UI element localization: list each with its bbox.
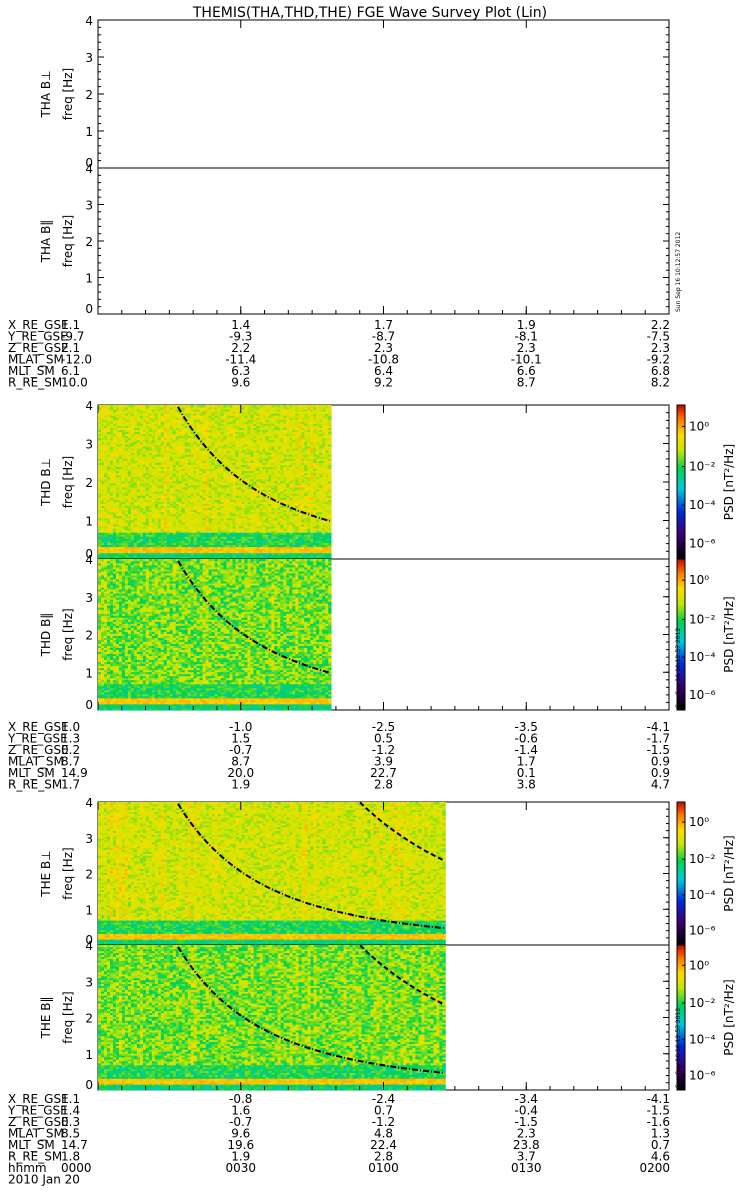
psd-cell (122, 405, 125, 407)
psd-cell (98, 405, 101, 407)
psd-cell (221, 405, 224, 407)
y-tick-label: 4 (85, 399, 93, 413)
panel-frame (98, 20, 669, 168)
psd-cell (203, 405, 206, 407)
y-tick-label: 1 (85, 125, 93, 139)
psd-cell (271, 405, 274, 407)
psd-cell (236, 405, 239, 407)
psd-cell (265, 405, 268, 407)
psd-cell (128, 405, 131, 407)
psd-cell (137, 405, 140, 407)
psd-cell (158, 405, 161, 407)
y-tick-label: 2 (85, 235, 93, 249)
psd-cell (280, 405, 283, 407)
panel-label: THA B‖ (39, 220, 53, 264)
psd-cell (140, 405, 143, 407)
y-tick-label: 2 (85, 476, 93, 490)
y-tick-label: 3 (85, 199, 93, 213)
y-tick-label: 2 (85, 88, 93, 102)
psd-cell (167, 405, 170, 407)
psd-cell (262, 405, 265, 407)
psd-cell (113, 405, 116, 407)
y-axis-label: freq [Hz] (61, 456, 75, 508)
psd-cell (131, 405, 134, 407)
psd-cell (200, 405, 203, 407)
y-tick-label: 3 (85, 51, 93, 65)
psd-cell (227, 405, 230, 407)
psd-cell (170, 405, 173, 407)
psd-cell (191, 405, 194, 407)
psd-cell (212, 405, 215, 407)
psd-cell (215, 405, 218, 407)
psd-cell (194, 405, 197, 407)
psd-cell (283, 405, 286, 407)
y-axis-label: freq [Hz] (61, 215, 75, 267)
psd-cell (286, 405, 289, 407)
psd-cell (259, 405, 262, 407)
psd-cell (277, 405, 280, 407)
psd-cell (101, 405, 104, 407)
psd-cell (104, 405, 107, 407)
psd-cell (188, 405, 191, 407)
psd-cell (241, 405, 244, 407)
psd-cell (116, 405, 119, 407)
psd-cell (247, 405, 250, 407)
psd-cell (206, 405, 209, 407)
psd-cell (134, 405, 137, 407)
psd-cell (125, 405, 128, 407)
psd-cell (209, 405, 212, 407)
panel-2: 0 1 2 3 4 THA B‖ freq [Hz] (39, 162, 669, 316)
psd-cell (268, 405, 271, 407)
psd-cell (230, 405, 233, 407)
psd-cell (244, 405, 247, 407)
spectrogram-thd-2 (98, 405, 332, 559)
psd-cell (110, 405, 113, 407)
psd-cell (250, 405, 253, 407)
y-tick-label: 0 (85, 302, 93, 316)
psd-cell (164, 405, 167, 407)
psd-cell (161, 405, 164, 407)
psd-cell (233, 405, 236, 407)
psd-cell (238, 405, 241, 407)
psd-cell (173, 405, 176, 407)
panel-label: THD B⊥ (39, 458, 53, 507)
y-axis-label: freq [Hz] (61, 68, 75, 120)
psd-cell (152, 405, 155, 407)
y-tick-label: 4 (85, 162, 93, 176)
psd-cell (155, 405, 158, 407)
y-tick-label: 1 (85, 272, 93, 286)
psd-cell (185, 405, 188, 407)
figure-title: THEMIS(THA,THD,THE) FGE Wave Survey Plot… (192, 5, 547, 21)
psd-cell (253, 405, 256, 407)
psd-cell (143, 405, 146, 407)
panel-frame (98, 168, 669, 314)
y-tick-label: 4 (85, 14, 93, 28)
psd-cell (224, 405, 227, 407)
psd-cell (107, 405, 110, 407)
psd-cell (197, 405, 200, 407)
psd-cell (256, 405, 259, 407)
psd-cell (119, 405, 122, 407)
y-tick-label: 1 (85, 515, 93, 529)
psd-cell (182, 405, 185, 407)
panel-label: THA B⊥ (39, 70, 53, 118)
psd-cell (146, 405, 149, 407)
psd-cell (274, 405, 277, 407)
y-tick-label: 3 (85, 438, 93, 452)
psd-cell (218, 405, 221, 407)
psd-cell (149, 405, 152, 407)
